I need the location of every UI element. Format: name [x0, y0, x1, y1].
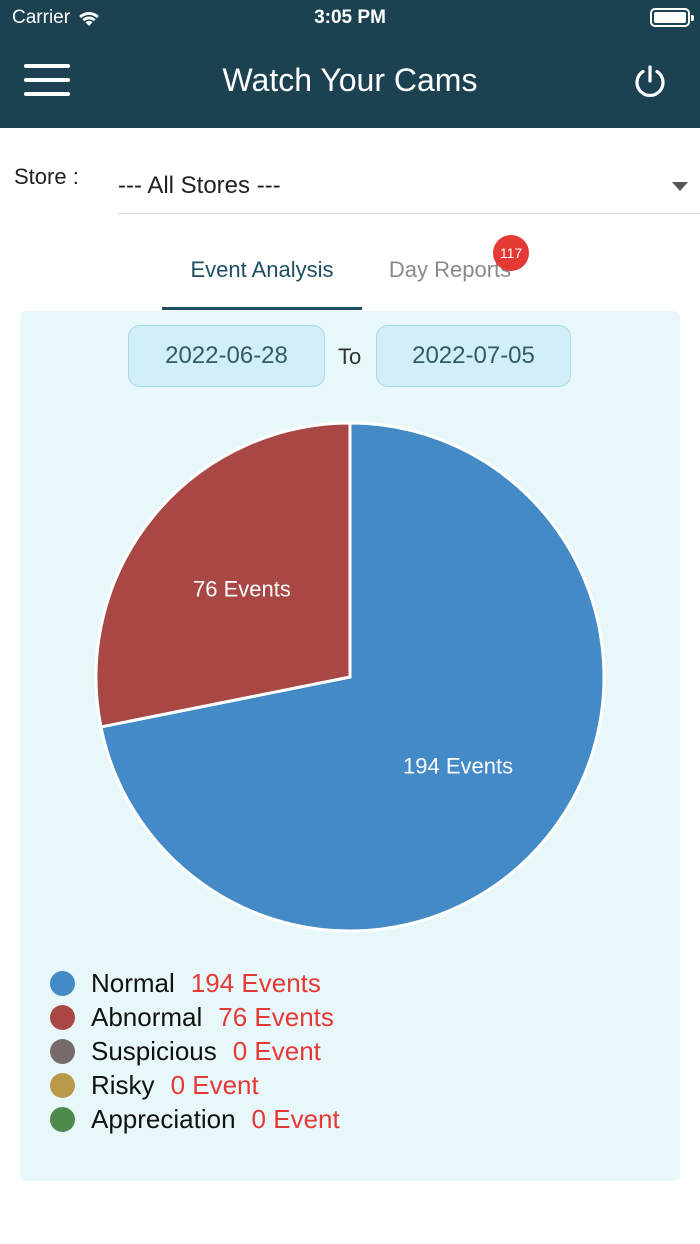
event-pie-chart: 194 Events 76 Events — [94, 421, 606, 933]
date-separator: To — [338, 344, 362, 369]
legend-dot-icon — [50, 1072, 75, 1098]
legend-count: 0 Event — [232, 1035, 321, 1066]
wifi-icon — [79, 11, 99, 26]
app-header: Carrier 3:05 PM Watch Your Cams — [0, 0, 700, 128]
legend-name: Abnormal — [91, 1001, 203, 1032]
store-label: Store : — [14, 164, 79, 189]
battery-icon — [650, 8, 694, 27]
legend-name: Appreciation — [91, 1103, 236, 1134]
legend-name: Risky — [91, 1069, 155, 1100]
start-date-field[interactable]: 2022-06-28 — [128, 325, 325, 387]
tab-event-analysis[interactable]: Event Analysis — [162, 230, 362, 310]
logout-button[interactable] — [632, 64, 668, 100]
legend-item-suspicious: Suspicious 0 Event — [50, 1034, 340, 1068]
menu-button[interactable] — [24, 64, 70, 98]
store-selected-value: --- All Stores --- — [118, 172, 281, 199]
status-carrier: Carrier — [12, 7, 102, 29]
legend-dot-icon — [50, 1004, 75, 1030]
hamburger-icon — [24, 64, 70, 68]
pie-slice-abnormal — [94, 421, 352, 729]
legend-item-risky: Risky 0 Event — [50, 1068, 340, 1102]
status-time: 3:05 PM — [314, 7, 386, 28]
carrier-label: Carrier — [12, 7, 71, 28]
legend-count: 76 Events — [218, 1001, 334, 1032]
pie-slice-normal — [99, 421, 606, 933]
legend-item-normal: Normal 194 Events — [50, 966, 340, 1000]
chevron-down-icon — [672, 182, 688, 191]
legend-name: Suspicious — [91, 1035, 217, 1066]
event-analysis-panel: 2022-06-28 To 2022-07-05 194 Events 76 Ev… — [20, 311, 680, 1181]
day-reports-badge: 117 — [493, 235, 529, 271]
legend-item-abnormal: Abnormal 76 Events — [50, 1000, 340, 1034]
legend-count: 0 Event — [170, 1069, 259, 1100]
legend-count: 0 Event — [251, 1103, 340, 1134]
legend-dot-icon — [50, 1038, 75, 1064]
pie-label-normal: 194 Events — [403, 754, 513, 779]
legend-name: Normal — [91, 967, 175, 998]
legend-dot-icon — [50, 970, 75, 996]
legend-count: 194 Events — [190, 967, 321, 998]
legend-dot-icon — [50, 1106, 75, 1132]
tab-day-reports-label: Day Reports — [388, 257, 512, 282]
power-icon — [635, 65, 665, 97]
page-title: Watch Your Cams — [222, 62, 478, 98]
tab-event-analysis-label: Event Analysis — [190, 257, 334, 282]
tab-day-reports[interactable]: Day Reports — [370, 230, 530, 310]
store-dropdown[interactable]: --- All Stores --- — [118, 160, 700, 214]
legend-item-appreciation: Appreciation 0 Event — [50, 1102, 340, 1136]
pie-label-abnormal: 76 Events — [193, 576, 291, 601]
chart-legend: Normal 194 Events Abnormal 76 Events Suspici… — [50, 966, 340, 1136]
end-date-field[interactable]: 2022-07-05 — [376, 325, 571, 387]
